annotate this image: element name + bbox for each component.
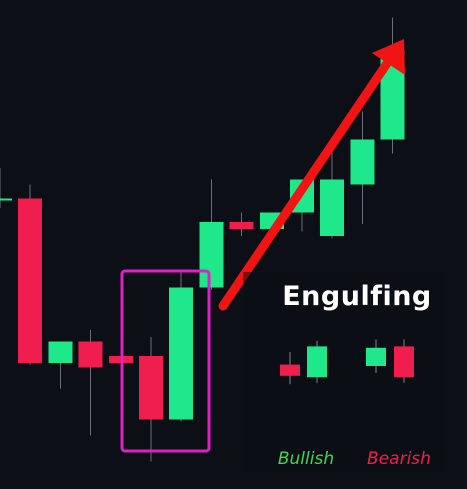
engulfing-highlight-box <box>120 269 211 453</box>
candle-1 <box>0 167 12 208</box>
bear-candle-body <box>229 221 254 229</box>
candle-4 <box>78 329 103 436</box>
legend-bull-body <box>366 347 386 366</box>
candle-13 <box>350 111 375 225</box>
candle-3 <box>48 341 73 389</box>
legend-bearish-candle-2 <box>394 339 414 383</box>
bull-candle-body <box>320 179 345 236</box>
bull-candle-body <box>169 287 194 420</box>
trend-arrow-head <box>372 39 405 75</box>
bull-candle-body <box>199 221 224 288</box>
engulfing-legend: Engulfing Bullish Bearish <box>243 272 443 472</box>
trend-arrow <box>218 39 405 311</box>
candle-2 <box>18 184 43 366</box>
bear-candle-body <box>18 198 43 363</box>
candle-9 <box>229 212 254 236</box>
legend-bullish-candle-1 <box>280 352 300 385</box>
bull-candle-body <box>350 139 375 185</box>
legend-bearish-candle-1 <box>366 339 386 373</box>
bull-candle-body <box>0 198 12 201</box>
candle-12 <box>320 149 345 239</box>
legend-candles <box>280 339 414 385</box>
legend-bear-body <box>394 346 414 378</box>
legend-title: Engulfing <box>282 281 432 312</box>
bull-candle-body <box>48 341 73 363</box>
legend-bull-body <box>307 346 327 378</box>
bear-candle-body <box>139 355 163 420</box>
candle-6 <box>139 337 163 462</box>
legend-bullish-label: Bullish <box>278 449 334 469</box>
trend-arrow-shaft <box>218 51 397 311</box>
bear-candle-body <box>78 341 103 368</box>
candle-8 <box>199 179 224 290</box>
candle-7 <box>169 271 194 422</box>
legend-bearish-label: Bearish <box>367 449 431 469</box>
legend-bullish-candle-2 <box>307 340 327 383</box>
candles-layer <box>0 17 405 462</box>
legend-bear-body <box>280 364 300 376</box>
